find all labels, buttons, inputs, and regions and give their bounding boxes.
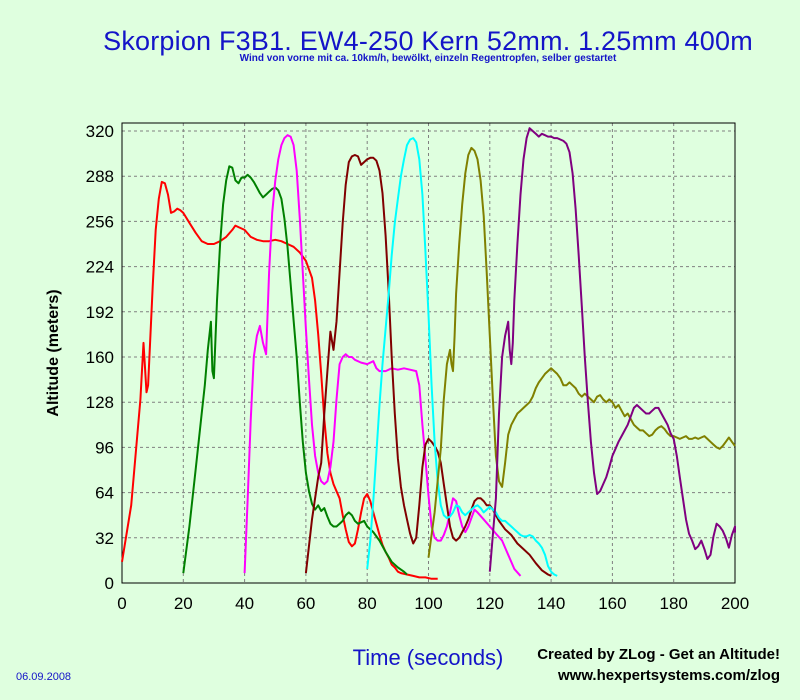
series-line-2 (182, 165, 408, 576)
x-tick-labels: 0 20 40 60 80 100 120 140 160 180 200 (117, 594, 749, 613)
y-tick-label: 256 (86, 212, 114, 231)
series-line-3 (243, 134, 522, 577)
x-tick-label: 100 (414, 594, 442, 613)
y-tick-label: 32 (95, 529, 114, 548)
x-tick-label: 160 (598, 594, 626, 613)
x-tick-label: 20 (174, 594, 193, 613)
y-tick-label: 64 (95, 484, 114, 503)
x-tick-label: 120 (476, 594, 504, 613)
date-stamp: 06.09.2008 (16, 671, 72, 683)
series-line-5 (366, 137, 558, 577)
x-tick-label: 60 (296, 594, 315, 613)
series-line-7 (488, 127, 736, 572)
credit-text: Created by ZLog - Get an Altitude! (537, 646, 780, 663)
y-axis-label: Altitude (meters) (45, 289, 62, 416)
series-line-6 (427, 146, 736, 558)
chart-title: Skorpion F3B1. EW4-250 Kern 52mm. 1.25mm… (103, 26, 753, 56)
y-tick-label: 224 (86, 258, 114, 277)
y-tick-label: 128 (86, 393, 114, 412)
y-tick-label: 160 (86, 348, 114, 367)
series-group (121, 127, 736, 580)
x-tick-label: 0 (117, 594, 126, 613)
chart-subtitle: Wind von vorne mit ca. 10km/h, bewölkt, … (239, 53, 617, 64)
y-tick-label: 0 (105, 574, 114, 593)
x-tick-label: 200 (721, 594, 749, 613)
series-line-1 (121, 180, 438, 580)
y-tick-labels: 0 32 64 96 128 160 192 224 256 288 320 (86, 122, 114, 593)
x-tick-label: 40 (235, 594, 254, 613)
x-axis-label: Time (seconds) (353, 645, 504, 670)
y-tick-label: 96 (95, 438, 114, 457)
x-tick-label: 140 (537, 594, 565, 613)
x-tick-label: 80 (358, 594, 377, 613)
x-tick-label: 180 (660, 594, 688, 613)
y-tick-label: 320 (86, 122, 114, 141)
y-tick-label: 192 (86, 303, 114, 322)
website-link[interactable]: www.hexpertsystems.com/zlog (557, 667, 780, 684)
plot-area-frame (121, 122, 736, 584)
y-tick-label: 288 (86, 167, 114, 186)
